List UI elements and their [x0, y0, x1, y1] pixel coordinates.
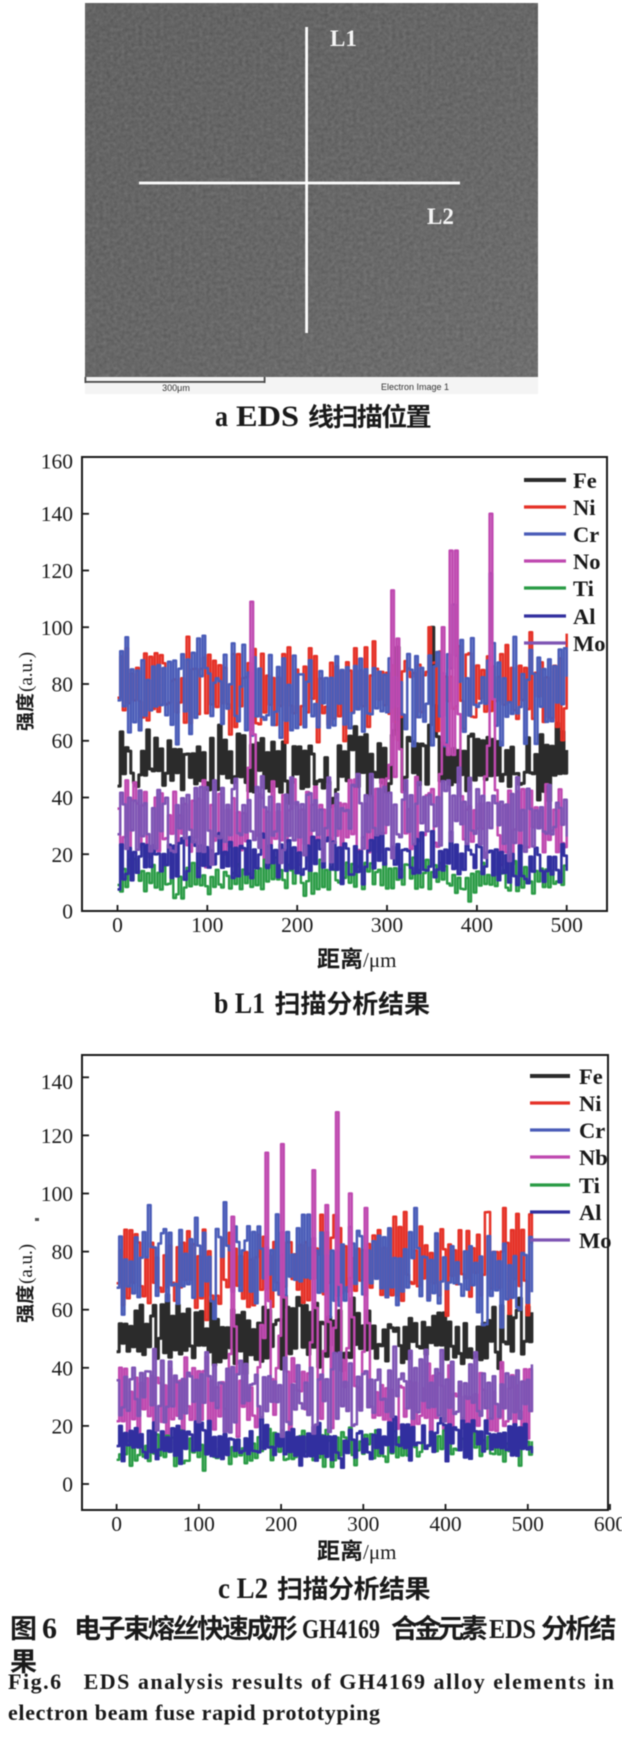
svg-text:200: 200 [265, 1512, 297, 1536]
svg-text:140: 140 [41, 1070, 73, 1094]
svg-text:0: 0 [62, 1473, 73, 1497]
svg-text:500: 500 [551, 913, 583, 937]
svg-text:6: 6 [42, 1612, 57, 1645]
svg-text:/μm: /μm [363, 948, 396, 972]
svg-text:(a.u.): (a.u.) [16, 1244, 37, 1284]
svg-text:200: 200 [281, 913, 313, 937]
svg-text:Ti: Ti [579, 1173, 600, 1198]
svg-text:Cr: Cr [579, 1118, 605, 1143]
svg-text:GH4169: GH4169 [302, 1614, 380, 1644]
svg-text:/μm: /μm [363, 1540, 396, 1564]
svg-text:100: 100 [41, 616, 73, 640]
svg-text:Fe: Fe [579, 1064, 603, 1089]
svg-text:L2: L2 [427, 204, 454, 229]
svg-text:Al: Al [579, 1200, 602, 1225]
svg-text:120: 120 [41, 559, 73, 583]
svg-text:100: 100 [191, 913, 223, 937]
svg-text:60: 60 [52, 729, 74, 753]
svg-text:80: 80 [52, 673, 74, 697]
svg-text:c L2: c L2 [218, 1572, 268, 1605]
svg-text:500: 500 [512, 1512, 544, 1536]
svg-text:160: 160 [41, 450, 73, 474]
svg-text:Ni: Ni [573, 495, 596, 520]
svg-text:0: 0 [112, 913, 123, 937]
svg-text:Fig.6 EDS analysis results o: Fig.6 EDS analysis results of GH4169 all… [8, 1669, 614, 1694]
svg-text:40: 40 [52, 786, 74, 810]
svg-text:Cr: Cr [573, 522, 599, 547]
svg-text:300: 300 [371, 913, 403, 937]
svg-text:60: 60 [52, 1298, 74, 1322]
svg-text:Al: Al [573, 604, 596, 629]
svg-text:(a.u.): (a.u.) [16, 652, 37, 692]
svg-text:Fe: Fe [573, 468, 597, 493]
svg-text:Mo: Mo [573, 631, 606, 656]
svg-text:b L1: b L1 [214, 987, 265, 1020]
svg-text:EDS: EDS [489, 1614, 536, 1644]
svg-text:20: 20 [52, 1414, 74, 1438]
svg-text:EDS: EDS [236, 400, 299, 433]
svg-text:20: 20 [52, 843, 74, 867]
svg-text:Ti: Ti [573, 576, 594, 601]
svg-text:300: 300 [347, 1512, 379, 1536]
svg-text:40: 40 [52, 1356, 74, 1380]
svg-text:electron beam fuse rapid proto: electron beam fuse rapid prototyping [8, 1700, 380, 1725]
svg-text:a: a [215, 400, 228, 433]
svg-text:80: 80 [52, 1240, 74, 1264]
svg-text:100: 100 [41, 1182, 73, 1206]
svg-text:600: 600 [594, 1512, 622, 1536]
svg-text:400: 400 [461, 913, 493, 937]
svg-text:100: 100 [183, 1512, 215, 1536]
svg-text:Ni: Ni [579, 1091, 602, 1116]
svg-text:120: 120 [41, 1124, 73, 1148]
svg-text:300μm: 300μm [162, 383, 190, 393]
svg-text:Electron Image 1: Electron Image 1 [381, 382, 449, 392]
svg-text:0: 0 [111, 1512, 122, 1536]
svg-text:No: No [573, 549, 601, 574]
svg-text:400: 400 [429, 1512, 461, 1536]
svg-text:L1: L1 [330, 26, 357, 51]
svg-text:Nb: Nb [579, 1145, 608, 1170]
svg-text:Mo: Mo [579, 1228, 612, 1253]
svg-text:0: 0 [62, 900, 73, 924]
svg-text:140: 140 [41, 502, 73, 526]
